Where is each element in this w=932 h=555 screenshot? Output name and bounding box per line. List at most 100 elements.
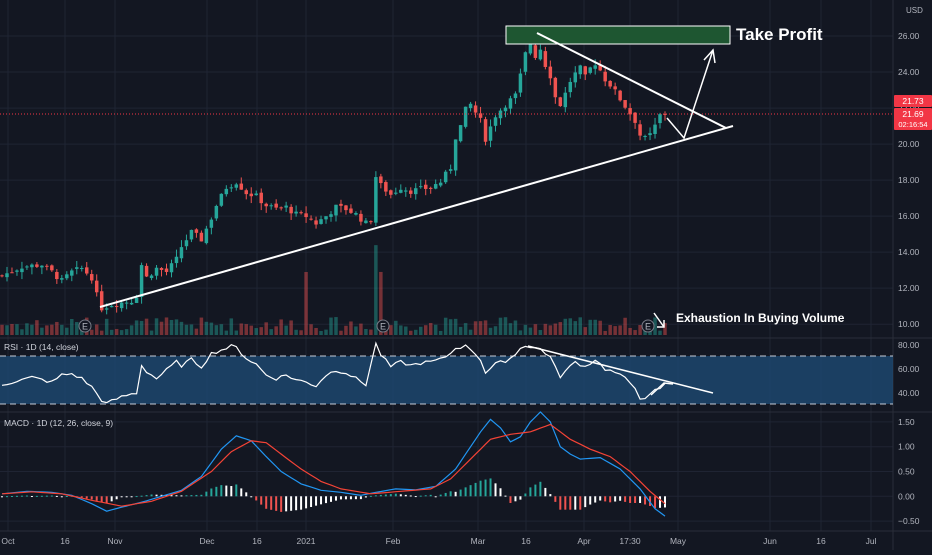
macd-histogram-bar	[414, 496, 417, 498]
earnings-marker[interactable]: E	[376, 319, 390, 333]
macd-histogram-bar	[609, 496, 612, 503]
macd-histogram-bar	[444, 492, 447, 497]
volume-bar	[558, 322, 563, 335]
time-tick-label: 16	[252, 536, 262, 546]
earnings-marker[interactable]: E	[641, 319, 655, 333]
candle-body	[309, 218, 313, 220]
macd-histogram-bar	[35, 495, 38, 497]
macd-histogram-bar	[649, 496, 652, 506]
macd-histogram-bar	[285, 496, 288, 512]
candle-body	[369, 221, 373, 223]
volume-bar	[154, 318, 159, 335]
volume-bar	[329, 317, 333, 335]
candle-body	[443, 171, 448, 183]
macd-histogram-bar	[559, 496, 562, 510]
macd-histogram-bar	[509, 496, 512, 503]
macd-histogram-bar	[200, 494, 203, 497]
descending-trendline[interactable]	[536, 32, 727, 129]
volume-bar	[124, 329, 129, 335]
rsi-band	[0, 355, 893, 405]
price-tick-label: 14.00	[898, 247, 920, 257]
candle-body	[209, 219, 214, 228]
earnings-marker[interactable]: E	[78, 319, 92, 333]
time-tick-label: 16	[816, 536, 826, 546]
macd-histogram-bar	[215, 486, 218, 497]
volume-bar	[284, 325, 288, 335]
rsi-tick-label: 60.00	[898, 364, 920, 374]
ascending-trendline[interactable]	[99, 125, 734, 308]
macd-histogram-bar	[320, 496, 323, 505]
current-price-badge: 21.69 02:16:54	[894, 108, 932, 130]
candle-body	[50, 265, 54, 271]
volume-bar	[399, 325, 403, 335]
candle-body	[438, 182, 443, 186]
candle-body	[154, 267, 159, 276]
price-tick-label: 10.00	[898, 319, 920, 329]
projection-arrowhead	[703, 48, 716, 64]
candle-body	[279, 207, 283, 209]
candle-body	[99, 291, 104, 311]
candle-body	[643, 136, 647, 138]
macd-histogram-bar	[245, 492, 248, 497]
candle-body	[364, 220, 368, 224]
macd-histogram-bar	[330, 496, 333, 502]
candle-body	[139, 265, 144, 297]
macd-histogram-bar	[469, 485, 472, 497]
macd-histogram-bar	[474, 482, 477, 497]
volume-arrow[interactable]	[653, 312, 665, 328]
macd-histogram-bar	[1, 496, 3, 498]
volume-bar	[40, 327, 44, 335]
trade-drawings[interactable]	[99, 25, 734, 396]
volume-bar	[608, 324, 612, 335]
candle-body	[5, 273, 9, 278]
macd-histogram-bar	[524, 493, 527, 497]
projection-arrow[interactable]	[666, 49, 714, 140]
macd-tick-label: 0.00	[898, 491, 915, 501]
macd-histogram-bar	[449, 491, 452, 497]
candle-body	[45, 265, 49, 267]
macd-histogram-bar	[634, 496, 637, 503]
time-axis-labels: Oct 16 Nov Dec 16 2021 Feb Mar 16 Apr 17:30 May Jun 1…	[1, 536, 876, 546]
volume-bar	[533, 324, 538, 335]
macd-histogram-bar	[554, 496, 557, 502]
macd-histogram-bar	[644, 496, 647, 505]
macd-histogram-bar	[484, 479, 487, 497]
rsi-axis-ticks: 80.00 60.00 40.00	[898, 340, 920, 398]
candle-body	[613, 86, 617, 90]
macd-histogram-bar	[180, 495, 183, 497]
volume-bar	[523, 324, 528, 335]
macd-tick-label: 1.50	[898, 417, 915, 427]
macd-histogram-bar	[235, 484, 238, 497]
candle-body	[0, 275, 4, 277]
macd-histogram-bar	[115, 496, 118, 500]
macd-tick-label: 1.00	[898, 442, 915, 452]
volume-bar	[473, 321, 478, 335]
macd-histogram-bar	[604, 496, 607, 502]
current-price-badge-bg	[894, 108, 932, 130]
volume-bar	[169, 319, 174, 335]
volume-bar	[503, 317, 508, 335]
macd-histogram-bar	[305, 496, 308, 509]
candle-body	[119, 302, 124, 309]
volume-bar	[478, 321, 483, 335]
candle-body	[663, 113, 667, 115]
volume-bar	[623, 317, 627, 335]
time-tick-label: Jun	[763, 536, 777, 546]
macd-histogram-bar	[569, 496, 572, 510]
macd-title[interactable]: MACD · 1D (12, 26, close, 9)	[4, 418, 113, 428]
time-tick-label: May	[670, 536, 687, 546]
candle-body	[593, 65, 597, 69]
rsi-trendline[interactable]	[527, 345, 714, 394]
take-profit-zone[interactable]	[505, 25, 731, 45]
volume-bar	[199, 317, 204, 335]
macd-histogram-bar	[379, 494, 382, 497]
rsi-arrow[interactable]	[650, 382, 674, 396]
volume-bar	[65, 327, 69, 335]
rsi-title[interactable]: RSI · 1D (14, close)	[4, 342, 79, 352]
volume-bar	[129, 325, 134, 335]
candle-body	[523, 52, 528, 72]
macd-histogram-bar	[494, 483, 497, 497]
candle-body	[129, 302, 134, 305]
